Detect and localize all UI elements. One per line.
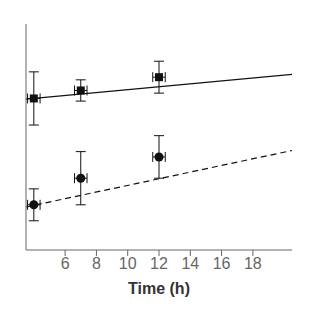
svg-text:8: 8 [92,255,101,272]
svg-text:10: 10 [119,255,137,272]
svg-text:18: 18 [244,255,262,272]
svg-text:Time (h): Time (h) [128,280,190,297]
svg-text:16: 16 [213,255,231,272]
svg-text:14: 14 [181,255,199,272]
svg-text:12: 12 [150,255,168,272]
svg-text:6: 6 [61,255,70,272]
